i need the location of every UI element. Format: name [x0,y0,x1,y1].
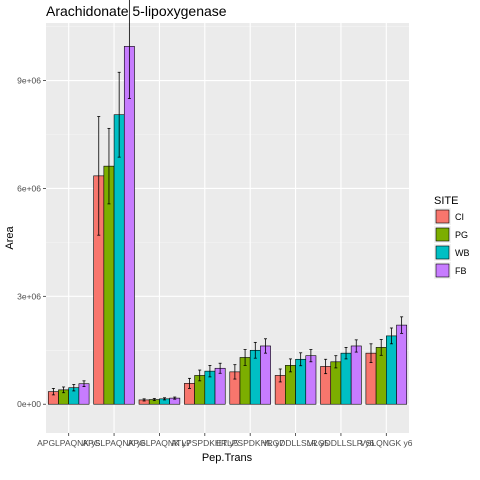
x-tick-label: APGLPAQNK y6 [82,438,145,448]
legend-swatch [435,263,450,278]
bar [396,324,408,405]
error-bar [243,349,247,366]
error-bar [233,364,237,380]
legend-title: SITE [434,195,458,207]
bar [340,352,352,405]
x-tick-label: APGLPAQNK y7 [128,438,191,448]
error-bar [309,349,313,363]
error-bar [173,396,177,400]
error-bar [218,362,222,374]
error-bar [264,338,268,354]
bars [47,46,408,405]
error-bar [187,377,191,389]
error-bar [379,339,383,356]
legend-swatch [435,245,450,260]
legend: SITE CI PG WB FB [434,195,470,279]
error-bar [324,358,328,375]
bar [123,46,135,405]
legend-label: WB [455,248,470,258]
x-axis-title: Pep.Trans [202,452,253,464]
legend-item: PG [434,226,468,243]
y-tick-label: 0e+00 [17,399,41,409]
error-bar [107,127,111,205]
bar [260,345,271,405]
error-bar [278,368,282,383]
bar [305,355,317,405]
error-bar [82,380,86,388]
x-tick-label: VLGDDLLSLR y6 [308,438,375,448]
bar [113,114,125,405]
bar [386,335,397,405]
error-bar [389,327,393,345]
error-bar [198,369,202,382]
error-bar [344,347,348,360]
legend-swatch [435,209,450,224]
y-tick-label: 9e+06 [17,76,41,86]
error-bar [152,398,156,402]
x-tick-label: VLGDDLLSLR y5 [262,438,329,448]
error-bar [253,341,257,359]
legend-label: CI [455,212,464,222]
chart-title: Arachidonate 5-lipoxygenase [46,3,227,19]
y-axis: 0e+00 3e+06 6e+06 9e+06 [17,76,46,409]
legend-label: FB [455,266,467,276]
error-bar [400,316,404,334]
x-tick-label: ATLPSPDKHR y5 [171,438,239,448]
error-bar [299,352,303,367]
error-bar [369,343,373,363]
error-bar [163,397,167,401]
legend-swatch [435,227,450,242]
x-tick-label: APGLPAQNK y5 [37,438,100,448]
error-bar [334,355,338,369]
x-tick-label: ETLPSPDKHR y7 [216,438,284,448]
error-bar [72,384,76,392]
legend-item: WB [434,244,470,261]
error-bar [51,388,55,396]
y-axis-title: Area [4,226,16,250]
legend-label: PG [455,230,468,240]
y-tick-label: 6e+06 [17,183,41,193]
y-tick-label: 3e+06 [17,291,41,301]
error-bar [208,364,212,378]
x-tick-label: VSLQNGK y6 [360,438,413,448]
error-bars [51,0,404,402]
error-bar [117,71,121,158]
error-bar [142,398,146,402]
bar [350,345,362,405]
legend-item: CI [434,208,464,225]
error-bar [127,0,131,99]
error-bar [288,358,292,373]
error-bar [354,339,358,353]
legend-item: FB [434,262,467,279]
error-bar [97,116,101,236]
bar [375,347,387,405]
error-bar [62,386,66,394]
